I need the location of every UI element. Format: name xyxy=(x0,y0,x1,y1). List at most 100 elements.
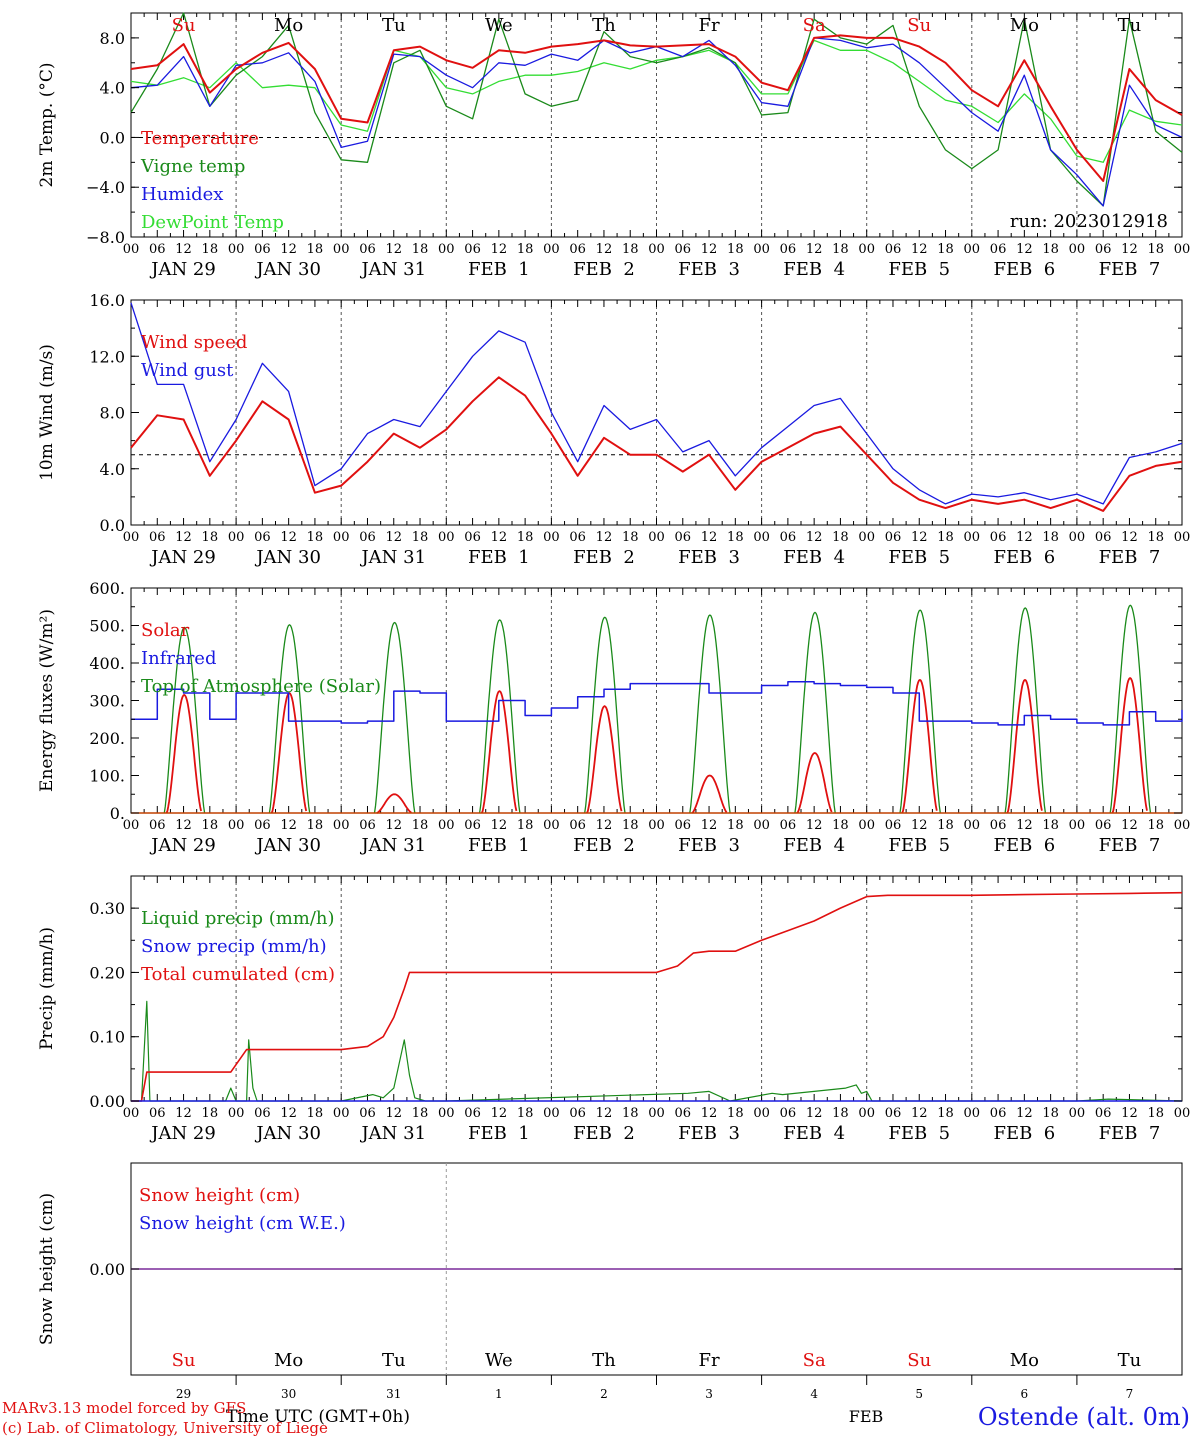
hour-label: 12 xyxy=(1016,1106,1033,1121)
weekday-label: Su xyxy=(172,15,196,36)
hour-label: 18 xyxy=(1147,818,1164,833)
date-label: JAN 30 xyxy=(254,547,321,568)
date-label: JAN 29 xyxy=(149,1123,216,1144)
hour-label: 06 xyxy=(569,530,586,545)
date-label: JAN 30 xyxy=(254,259,321,280)
hour-label: 00 xyxy=(543,1106,560,1121)
series-line-temperature xyxy=(130,34,1183,182)
hour-label: 12 xyxy=(175,1106,192,1121)
y-axis-label: 10m Wind (m/s) xyxy=(37,344,57,481)
date-label: JAN 31 xyxy=(359,1123,426,1144)
hour-label: 00 xyxy=(1069,242,1086,257)
date-label: FEB 3 xyxy=(678,547,740,568)
series-line-wind-speed xyxy=(130,376,1183,512)
hour-label: 18 xyxy=(1147,530,1164,545)
legend-entry: Snow height (cm W.E.) xyxy=(139,1213,346,1234)
hour-label: 00 xyxy=(858,242,875,257)
hour-label: 18 xyxy=(517,818,534,833)
hour-label: 00 xyxy=(123,242,140,257)
hour-label: 00 xyxy=(964,242,981,257)
hour-label: 18 xyxy=(202,1106,219,1121)
date-label: FEB 3 xyxy=(678,259,740,280)
date-label: FEB 6 xyxy=(993,835,1055,856)
y-tick-label: −4.0 xyxy=(86,178,125,197)
hour-label: 06 xyxy=(464,1106,481,1121)
y-tick-label: 0. xyxy=(110,804,125,823)
day-number-label: 4 xyxy=(810,1387,818,1401)
hour-label: 06 xyxy=(990,530,1007,545)
hour-label: 00 xyxy=(1174,818,1191,833)
weekday-label: Mo xyxy=(1010,1350,1039,1371)
hour-label: 18 xyxy=(727,242,744,257)
hour-label: 12 xyxy=(596,1106,613,1121)
date-label: FEB 4 xyxy=(783,259,845,280)
hour-label: 18 xyxy=(202,530,219,545)
y-tick-label: 4.0 xyxy=(100,460,125,479)
weekday-label: Tu xyxy=(1118,1350,1142,1371)
hour-label: 00 xyxy=(123,1106,140,1121)
month-label: FEB xyxy=(849,1407,884,1426)
hour-label: 00 xyxy=(228,1106,245,1121)
date-label: JAN 31 xyxy=(359,835,426,856)
hour-label: 00 xyxy=(964,818,981,833)
hour-label: 18 xyxy=(622,818,639,833)
solar-curve xyxy=(376,793,412,814)
weekday-label: We xyxy=(485,15,513,36)
hour-label: 12 xyxy=(596,818,613,833)
hour-label: 12 xyxy=(806,818,823,833)
legend-entry: DewPoint Temp xyxy=(141,212,284,233)
hour-label: 06 xyxy=(254,1106,271,1121)
hour-label: 06 xyxy=(359,1106,376,1121)
date-label: FEB 1 xyxy=(468,259,530,280)
day-number-label: 2 xyxy=(600,1387,608,1401)
hour-label: 00 xyxy=(438,818,455,833)
hour-label: 18 xyxy=(202,818,219,833)
hour-label: 00 xyxy=(753,818,770,833)
hour-label: 12 xyxy=(1016,530,1033,545)
hour-label: 12 xyxy=(280,818,297,833)
liquid-precip-line xyxy=(131,1000,1183,1102)
hour-label: 06 xyxy=(885,242,902,257)
hour-label: 06 xyxy=(1095,1106,1112,1121)
hour-label: 12 xyxy=(596,530,613,545)
hour-label: 12 xyxy=(911,242,928,257)
weekday-label: Mo xyxy=(274,1350,303,1371)
weekday-label: Su xyxy=(907,15,931,36)
toa-solar-curve xyxy=(794,611,836,814)
day-number-label: 30 xyxy=(281,1387,296,1401)
hour-label: 18 xyxy=(622,530,639,545)
hour-label: 06 xyxy=(359,530,376,545)
day-number-label: 29 xyxy=(176,1387,191,1401)
hour-label: 06 xyxy=(464,530,481,545)
weekday-label: Th xyxy=(592,1350,616,1371)
hour-label: 00 xyxy=(1174,242,1191,257)
legend-entry: Infrared xyxy=(141,648,216,669)
hour-label: 12 xyxy=(175,242,192,257)
series-line-dewpoint-temp xyxy=(130,39,1183,163)
station-name: Ostende (alt. 0m) xyxy=(978,1403,1190,1431)
hour-label: 06 xyxy=(254,242,271,257)
hour-label: 12 xyxy=(1121,818,1138,833)
hour-label: 06 xyxy=(464,818,481,833)
y-axis-label: Energy fluxes (W/m²) xyxy=(37,609,57,792)
legend-entry: Wind gust xyxy=(141,360,234,381)
hour-label: 00 xyxy=(333,1106,350,1121)
hour-label: 00 xyxy=(753,530,770,545)
precip-panel: 0.30 0.20 0.10 0.00 Precip (mm/h) 00 06 12 18 JAN… xyxy=(37,875,1190,1144)
toa-solar-curve xyxy=(1004,607,1047,814)
hour-label: 00 xyxy=(543,818,560,833)
hour-label: 06 xyxy=(569,1106,586,1121)
hour-label: 18 xyxy=(727,1106,744,1121)
hour-label: 00 xyxy=(333,242,350,257)
legend-entry: Wind speed xyxy=(141,332,247,353)
date-label: FEB 1 xyxy=(468,1123,530,1144)
solar-curve xyxy=(165,694,202,814)
y-tick-label: 200. xyxy=(89,729,125,748)
hour-label: 18 xyxy=(937,530,954,545)
hour-label: 18 xyxy=(937,1106,954,1121)
hour-label: 18 xyxy=(412,1106,429,1121)
legend-entry: Snow height (cm) xyxy=(139,1185,300,1206)
solar-curve xyxy=(480,690,518,814)
hour-label: 12 xyxy=(280,1106,297,1121)
hour-label: 12 xyxy=(701,242,718,257)
